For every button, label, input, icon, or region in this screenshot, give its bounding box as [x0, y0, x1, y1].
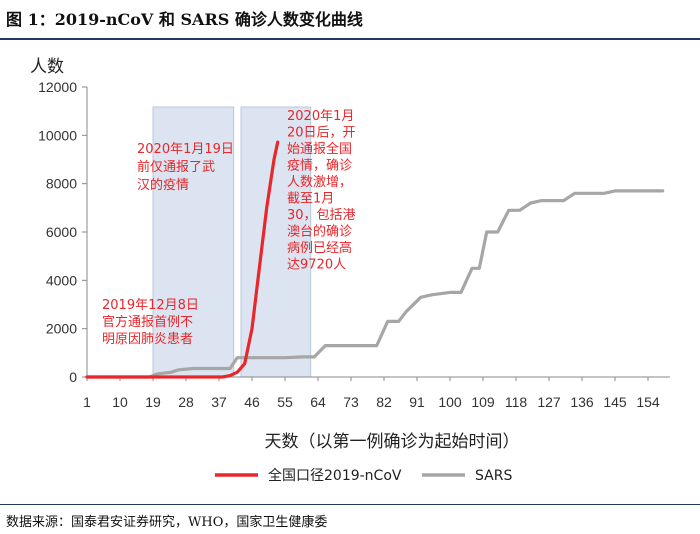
- y-tick-label: 0: [69, 369, 77, 385]
- x-tick-label: 73: [343, 394, 359, 410]
- figure-title: 图 1：2019-nCoV 和 SARS 确诊人数变化曲线: [6, 10, 363, 29]
- legend-label-ncov: 全国口径2019-nCoV: [268, 467, 402, 484]
- annotation-line: 始通报全国: [287, 141, 352, 157]
- x-tick-label: 28: [178, 394, 194, 410]
- y-tick-label: 8000: [46, 176, 77, 192]
- x-tick-label: 154: [636, 394, 660, 410]
- top-rule: [0, 38, 700, 40]
- annotation-line: 30，包括港: [287, 208, 356, 223]
- x-tick-label: 82: [376, 394, 392, 410]
- annotation-line: 汉的疫情: [137, 177, 189, 193]
- annotation-line: 澳台的确诊: [287, 224, 352, 240]
- highlight-region-1: [152, 106, 235, 378]
- y-axis-title: 人数: [30, 57, 64, 77]
- highlight-layer: [152, 106, 312, 378]
- x-tick-label: 127: [537, 394, 561, 410]
- annotation-line: 达9720人: [287, 258, 346, 273]
- annotation-line: 2020年1月: [287, 109, 354, 124]
- annotation-line: 明原因肺炎患者: [102, 332, 193, 347]
- legend-label-sars: SARS: [475, 468, 512, 484]
- annotation-2: 2020年1月 20日后，开始通报全国疫情，确诊人数激增， 截至1月 30，包括港澳台…: [287, 109, 356, 273]
- source-note: 数据来源：国泰君安证券研究，WHO，国家卫生健康委: [6, 515, 328, 530]
- y-tick-label: 10000: [38, 127, 77, 143]
- annotation-layer: 2020年1月19日前仅通报了武汉的疫情 2020年1月 20日后，开始通报全国疫情…: [102, 109, 356, 347]
- x-tick-label: 64: [310, 394, 326, 410]
- x-tick-label: 37: [211, 394, 227, 410]
- x-tick-label: 100: [438, 394, 462, 410]
- series-line-ncov: [85, 140, 280, 379]
- x-axis-title: 天数（以第一例确诊为起始时间）: [265, 432, 520, 452]
- annotation-3: 2019年12月8日官方通报首例不明原因肺炎患者: [102, 298, 199, 347]
- x-tick-label: 55: [277, 394, 293, 410]
- x-tick-label: 136: [570, 394, 594, 410]
- axis-layer: 0 2000 4000 6000 8000 10000 12000 1 10 19 28 37 46 55…: [38, 79, 670, 410]
- bottom-rule: [0, 504, 700, 505]
- series-line-sars: [85, 189, 665, 379]
- x-tick-label: 118: [505, 394, 528, 410]
- x-tick-label: 46: [244, 394, 260, 410]
- x-tick-label: 10: [112, 394, 128, 410]
- annotation-line: 病例已经高: [287, 240, 352, 256]
- x-tick-label: 91: [409, 394, 425, 410]
- legend: 全国口径2019-nCoV SARS: [215, 467, 512, 484]
- y-tick-label: 12000: [38, 79, 77, 95]
- annotation-line: 前仅通报了武: [137, 159, 215, 175]
- series-layer: [85, 140, 665, 379]
- x-tick-label: 19: [145, 394, 161, 410]
- annotation-line: 2019年12月8日: [102, 298, 199, 313]
- x-tick-label: 109: [471, 394, 495, 410]
- y-tick-label: 6000: [46, 224, 77, 240]
- y-tick-label: 2000: [46, 321, 77, 337]
- annotation-1: 2020年1月19日前仅通报了武汉的疫情: [137, 142, 234, 193]
- y-tick-label: 4000: [46, 272, 77, 288]
- annotation-line: 官方通报首例不: [102, 314, 193, 330]
- annotation-line: 截至1月: [287, 192, 334, 207]
- annotation-line: 20日后，开: [287, 126, 356, 141]
- x-tick-label: 1: [83, 394, 91, 410]
- annotation-line: 2020年1月19日: [137, 142, 234, 157]
- annotation-line: 人数激增，: [287, 175, 352, 190]
- annotation-line: 疫情，确诊: [287, 158, 352, 174]
- x-tick-label: 145: [603, 394, 627, 410]
